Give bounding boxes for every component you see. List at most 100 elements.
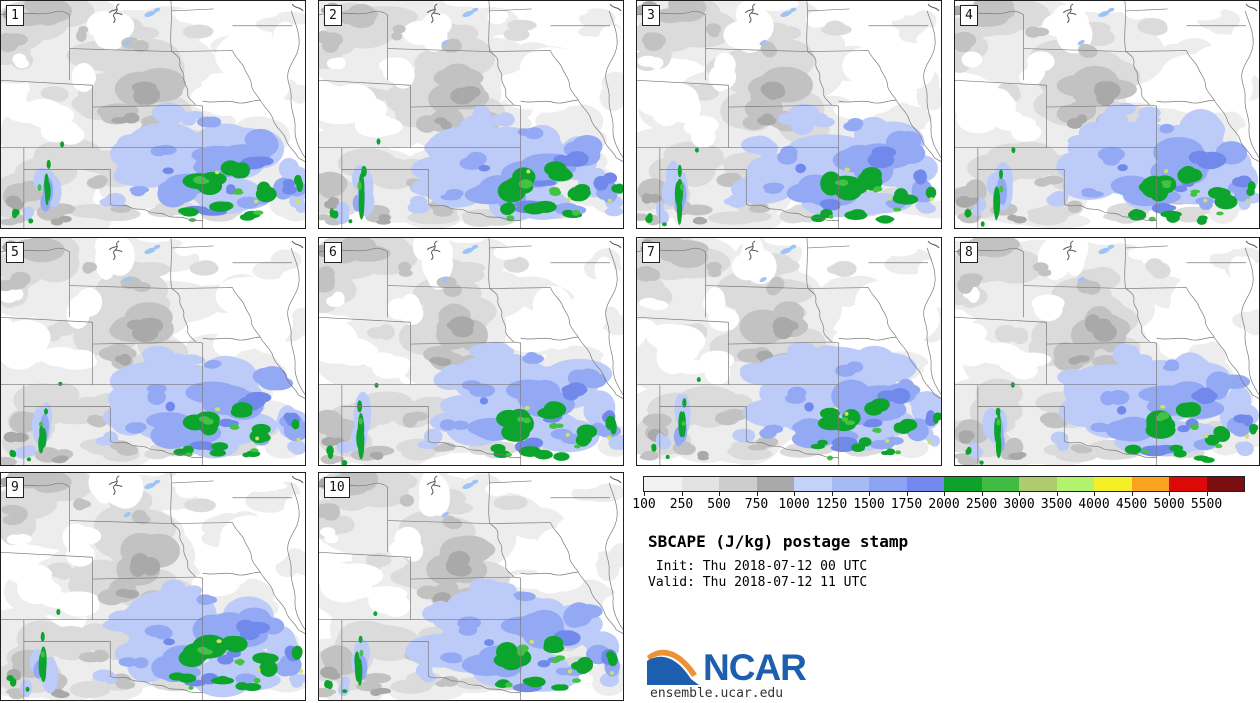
- colorbar-segment: [794, 477, 832, 491]
- lake: [123, 40, 131, 46]
- colorbar-tick-label: 250: [669, 497, 694, 512]
- river-lines: [426, 3, 622, 24]
- lake: [1077, 40, 1085, 46]
- panel-number-badge: 10: [324, 477, 350, 498]
- map-canvas: [319, 238, 623, 465]
- colorbar-tick-label: 3500: [1040, 497, 1073, 512]
- lake: [471, 244, 479, 250]
- lake: [471, 7, 479, 13]
- init-time: Init: Thu 2018-07-12 00 UTC: [648, 559, 868, 574]
- colorbar-tick: [869, 492, 870, 496]
- panel-number-badge: 9: [6, 477, 24, 498]
- lake: [1098, 10, 1110, 17]
- state-border-lines: [1, 473, 305, 700]
- lake: [1098, 247, 1110, 254]
- lake: [153, 7, 161, 13]
- map-canvas: [637, 1, 941, 228]
- colorbar: [643, 476, 1245, 492]
- map-canvas: [637, 238, 941, 465]
- ncar-swoosh-orange-arc: [647, 649, 697, 677]
- lake: [462, 10, 474, 17]
- lake: [123, 512, 131, 518]
- lake: [780, 10, 792, 17]
- ncar-wordmark: NCAR: [703, 646, 807, 688]
- state-border-lines: [319, 238, 623, 465]
- map-canvas: [1, 473, 305, 700]
- colorbar-tick-label: 5000: [1153, 497, 1185, 512]
- panel-number-badge: 1: [6, 5, 24, 26]
- colorbar-segment: [756, 477, 794, 491]
- colorbar-tick: [944, 492, 945, 496]
- map-canvas: [1, 238, 305, 465]
- state-border-lines: [637, 238, 941, 465]
- panel-member-9: 9: [0, 472, 306, 701]
- river-lines: [744, 240, 940, 261]
- panel-member-3: 3: [636, 0, 942, 229]
- ensemble-url: ensemble.ucar.edu: [650, 686, 784, 701]
- colorbar-segment: [944, 477, 982, 491]
- colorbar-segment: [1131, 477, 1169, 491]
- river-lines: [108, 3, 304, 24]
- colorbar-tick-label: 4500: [1115, 497, 1148, 512]
- lake: [441, 512, 449, 518]
- lake: [471, 479, 479, 485]
- panel-number-badge: 4: [960, 5, 978, 26]
- lake: [441, 40, 449, 46]
- colorbar-segment: [1056, 477, 1094, 491]
- colorbar-tick: [756, 492, 758, 496]
- panel-number-badge: 2: [324, 5, 342, 26]
- colorbar-tick: [794, 492, 795, 496]
- lake: [1107, 244, 1115, 250]
- lake: [153, 479, 161, 485]
- lake: [462, 482, 474, 489]
- colorbar-tick-label: 4000: [1078, 497, 1110, 512]
- colorbar-tick: [906, 492, 908, 496]
- valid-time: Valid: Thu 2018-07-12 11 UTC: [648, 575, 868, 590]
- panel-number-badge: 6: [324, 242, 342, 263]
- lake: [144, 10, 156, 17]
- state-border-lines: [955, 1, 1259, 228]
- lake: [1077, 277, 1085, 283]
- river-lines: [108, 240, 304, 261]
- lake: [462, 247, 474, 254]
- panel-member-8: 8: [954, 237, 1260, 466]
- panel-member-5: 5: [0, 237, 306, 466]
- ncar-swoosh-blue-wedge: [647, 656, 699, 685]
- colorbar-tick: [681, 492, 683, 496]
- colorbar-tick-label: 1500: [853, 497, 885, 512]
- lake: [153, 244, 161, 250]
- river-lines: [1062, 240, 1258, 261]
- colorbar-segment: [1206, 477, 1244, 491]
- colorbar-segment: [644, 477, 682, 491]
- colorbar-segment: [869, 477, 907, 491]
- colorbar-segment: [831, 477, 869, 491]
- lake: [1107, 7, 1115, 13]
- colorbar-tick-label: 750: [744, 497, 769, 512]
- map-canvas: [955, 1, 1259, 228]
- panel-member-1: 1: [0, 0, 306, 229]
- lake: [144, 482, 156, 489]
- map-canvas: [319, 473, 623, 700]
- colorbar-segment: [906, 477, 944, 491]
- state-border-lines: [955, 238, 1259, 465]
- colorbar-tick: [1056, 492, 1058, 496]
- lake: [789, 244, 797, 250]
- state-border-lines: [637, 1, 941, 228]
- panel-member-4: 4: [954, 0, 1260, 229]
- lake: [780, 247, 792, 254]
- colorbar-tick-label: 1000: [778, 497, 810, 512]
- colorbar-tick-label: 100: [632, 497, 656, 512]
- lake: [789, 7, 797, 13]
- colorbar-segment: [719, 477, 757, 491]
- ncar-logo: NCAR: [646, 641, 807, 688]
- river-lines: [1062, 3, 1258, 24]
- state-border-lines: [319, 473, 623, 700]
- colorbar-tick-label: 500: [707, 497, 731, 512]
- panel-number-badge: 8: [960, 242, 978, 263]
- river-lines: [108, 475, 304, 496]
- colorbar-tick: [644, 492, 645, 496]
- state-border-lines: [1, 238, 305, 465]
- colorbar-segment: [681, 477, 719, 491]
